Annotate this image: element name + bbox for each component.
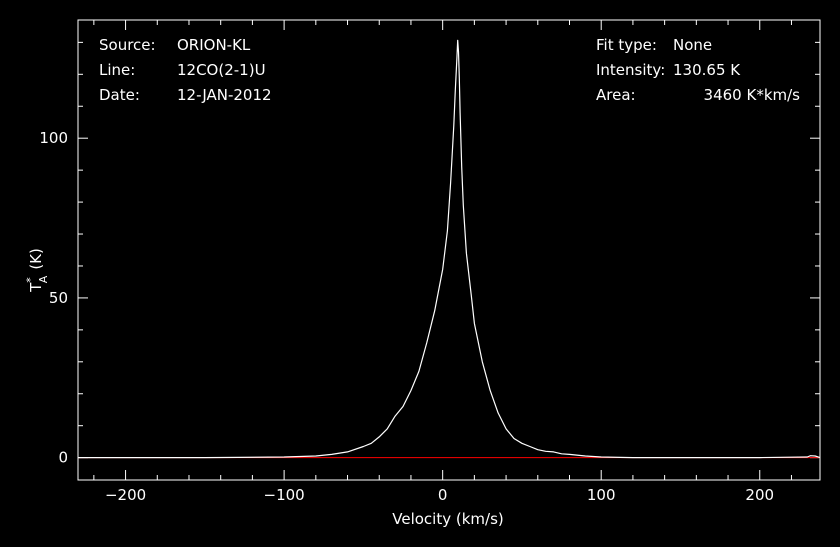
y-tick-label: 50 — [49, 289, 68, 307]
x-tick-label: 0 — [438, 486, 448, 504]
source-value: ORION-KL — [177, 36, 251, 54]
y-axis-label-unit: (K) — [27, 248, 45, 270]
y-axis-label-sub: A — [37, 275, 50, 283]
line-label: Line: — [99, 61, 135, 79]
x-tick-label: −200 — [105, 486, 146, 504]
spectrum-line — [78, 39, 821, 459]
x-axis-label: Velocity (km/s) — [392, 510, 503, 528]
fit-type-value: None — [673, 36, 712, 54]
intensity-label: Intensity: — [596, 61, 665, 79]
y-axis-label: T*A (K) — [24, 248, 50, 293]
y-tick-label: 0 — [58, 449, 68, 467]
fit-type-label: Fit type: — [596, 36, 657, 54]
area-label: Area: — [596, 86, 636, 104]
intensity-value: 130.65 K — [673, 61, 741, 79]
line-value: 12CO(2-1)U — [177, 61, 266, 79]
x-tick-label: 100 — [587, 486, 616, 504]
x-tick-label: 200 — [745, 486, 774, 504]
area-value: 3460 K*km/s — [704, 86, 801, 104]
date-value: 12-JAN-2012 — [177, 86, 272, 104]
y-axis-label-main: T — [27, 282, 45, 293]
y-axis-label-sup: * — [24, 277, 37, 283]
y-tick-label: 100 — [39, 129, 68, 147]
svg-text:T*A(K): T*A (K) — [24, 248, 50, 293]
date-label: Date: — [99, 86, 140, 104]
source-label: Source: — [99, 36, 156, 54]
x-tick-label: −100 — [264, 486, 305, 504]
plot-frame — [77, 19, 821, 481]
